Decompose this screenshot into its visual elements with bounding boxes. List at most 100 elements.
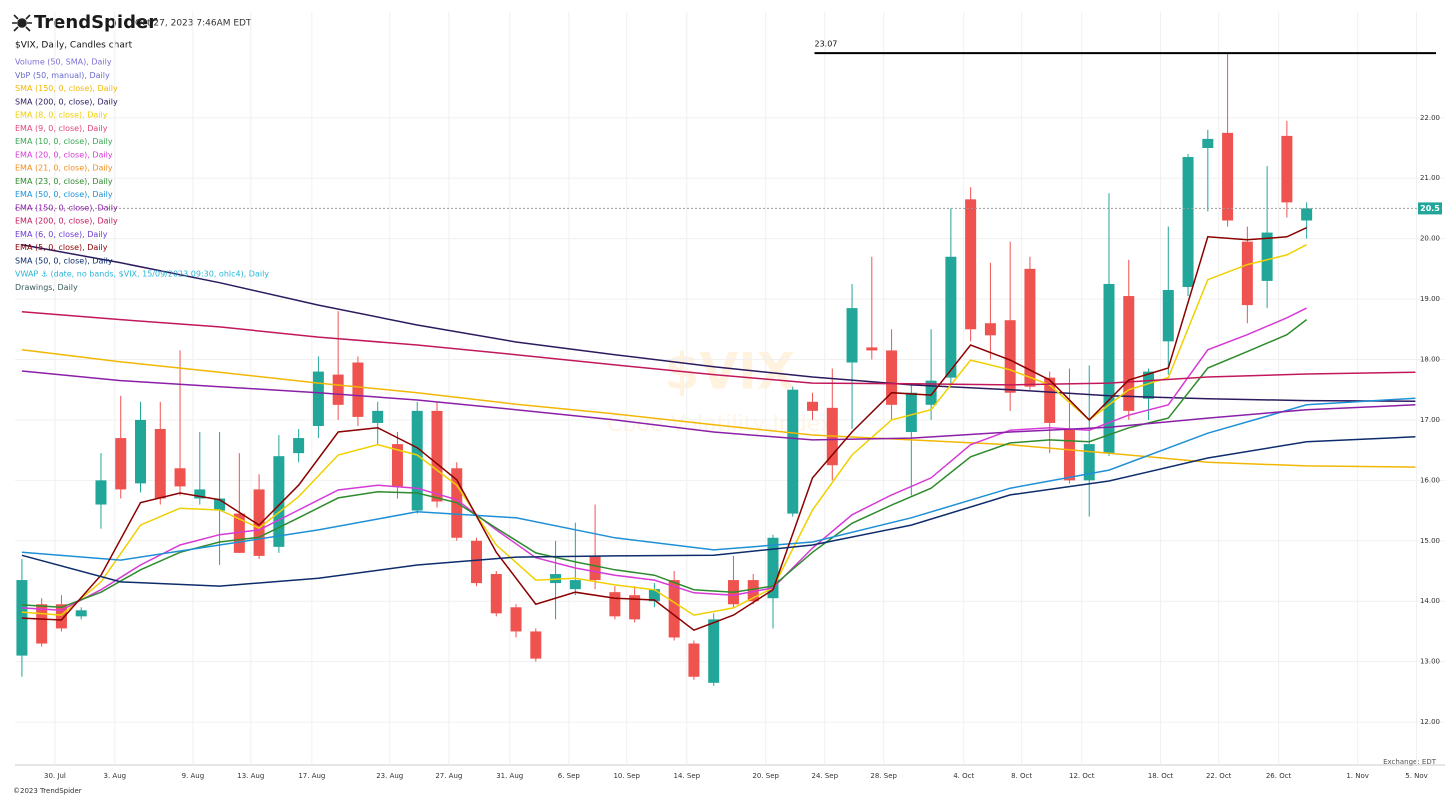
x-tick-label: 9. Aug (182, 772, 205, 780)
y-tick-label: 21.00 (1420, 174, 1440, 182)
candle-body (510, 607, 522, 632)
x-tick-label: 6. Sep (558, 772, 581, 780)
candle-body (312, 371, 324, 426)
x-tick-label: 23. Aug (376, 772, 403, 780)
last-price-tag (1418, 202, 1442, 215)
candle-body (866, 347, 878, 351)
y-tick-label: 19.00 (1420, 295, 1440, 303)
legend-entry: SMA (200, 0, close), Daily (15, 97, 118, 106)
horizontal-line-label: 23.07 (814, 40, 837, 49)
indicator-line (21, 310, 1416, 386)
last-price-label: 20.5 (1420, 204, 1440, 213)
legend-entry: EMA (20, 0, close), Daily (15, 150, 113, 159)
indicator-line (21, 349, 1416, 468)
candle-body (648, 589, 660, 602)
legend-entry: EMA (21, 0, close), Daily (15, 164, 113, 173)
candle-body (787, 389, 799, 514)
candle-body (431, 410, 443, 502)
legend-entry: EMA (6, 0, close), Daily (15, 230, 108, 239)
candle-body (1103, 283, 1115, 454)
x-tick-label: 27. Aug (435, 772, 462, 780)
candle-body (471, 540, 483, 584)
indicator-line (21, 227, 1307, 632)
candle-body (925, 380, 937, 405)
candle-body (1261, 232, 1273, 281)
indicator-line (21, 436, 1416, 587)
candle-body (75, 610, 87, 617)
candle-body (767, 537, 779, 599)
legend-entry: EMA (150, 0, close), Daily (15, 203, 118, 212)
candle-body (1301, 208, 1313, 221)
candle-body (846, 308, 858, 363)
legend-entry: SMA (150, 0, close), Daily (15, 84, 118, 93)
y-tick-label: 22.00 (1420, 114, 1440, 122)
candle-body (965, 199, 977, 330)
candle-body (391, 444, 403, 487)
candle-body (174, 468, 186, 487)
grid (15, 12, 1445, 765)
x-tick-label: 17. Aug (298, 772, 325, 780)
indicator-lines (21, 227, 1416, 632)
candle-body (95, 480, 107, 505)
candle-body (253, 489, 265, 556)
x-tick-label: 10. Sep (613, 772, 640, 780)
indicator-line (21, 319, 1308, 609)
candle-body (905, 392, 917, 433)
candle-body (411, 410, 423, 511)
candle-body (945, 256, 957, 378)
candle-body (984, 323, 996, 336)
candle-body (1083, 444, 1095, 481)
indicator-line (21, 307, 1307, 612)
candle-body (1123, 296, 1135, 411)
candle-body (589, 555, 601, 581)
x-tick-label: 4. Oct (953, 772, 974, 780)
candle-body (708, 619, 720, 683)
candle-body (668, 580, 680, 638)
indicator-line (21, 244, 1307, 616)
candle-body (1004, 320, 1016, 393)
x-tick-label: 30. Jul (44, 772, 66, 780)
legend-entry: EMA (9, 0, close), Daily (15, 124, 108, 133)
x-tick-label: 3. Aug (104, 772, 127, 780)
x-tick-label: 13. Aug (237, 772, 264, 780)
footer: ©2023 TrendSpider (13, 787, 82, 795)
candle-body (688, 643, 700, 677)
candle-body (154, 428, 166, 499)
legend-entry: Volume (50, SMA), Daily (15, 58, 112, 67)
candle-body (747, 580, 759, 602)
candle-body (1241, 241, 1253, 306)
brand: TrendSpider (34, 12, 157, 33)
candle-body (36, 604, 48, 644)
candle-body (1162, 289, 1174, 342)
candle-body (490, 574, 502, 614)
legend-entry: EMA (8, 0, close), Daily (15, 111, 108, 120)
candle-body (214, 498, 226, 511)
y-tick-label: 20.00 (1420, 235, 1440, 243)
exchange-note: Exchange: EDT (1383, 758, 1437, 766)
indicator-line (21, 397, 1416, 561)
candle-body (1063, 428, 1075, 481)
candle-body (1202, 138, 1214, 148)
candle-body (530, 631, 542, 659)
x-tick-label: 18. Oct (1148, 772, 1174, 780)
indicator-line (21, 243, 1416, 402)
legend-entry: SMA (50, 0, close), Daily (15, 256, 113, 265)
candle-body (1222, 132, 1234, 221)
x-tick-label: 12. Oct (1069, 772, 1095, 780)
y-tick-label: 12.00 (1420, 718, 1440, 726)
legend-entry: EMA (50, 0, close), Daily (15, 190, 113, 199)
x-tick-label: 31. Aug (496, 772, 523, 780)
x-tick-label: 8. Oct (1011, 772, 1032, 780)
candle-body (115, 438, 127, 490)
candle-body (293, 438, 305, 454)
candle-body (352, 362, 364, 417)
candle-body (1024, 268, 1036, 387)
x-tick-label: 24. Sep (811, 772, 838, 780)
legend-entry: EMA (5, 0, close), Daily (15, 243, 108, 252)
x-tick-label: 14. Sep (674, 772, 701, 780)
x-tick-label: 1. Nov (1346, 772, 1369, 780)
chart-title: $VIX, Daily, Candles chart (15, 41, 133, 51)
candle-body (372, 410, 384, 423)
y-tick-label: 15.00 (1420, 537, 1440, 545)
